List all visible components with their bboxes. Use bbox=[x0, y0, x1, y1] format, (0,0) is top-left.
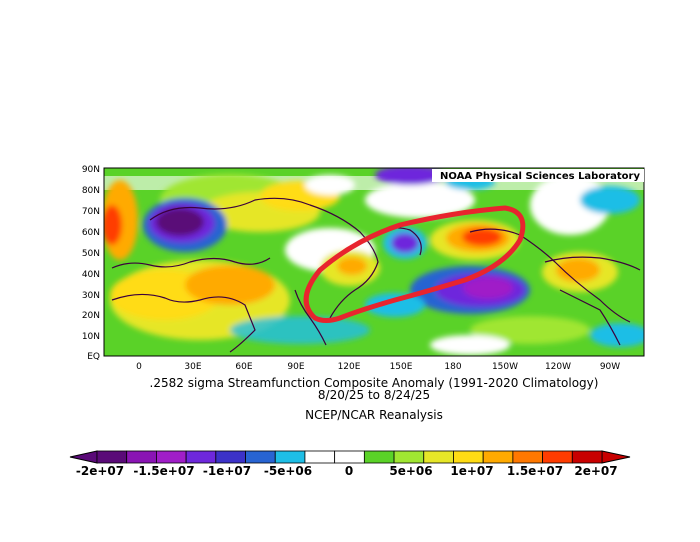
lon-label: 120E bbox=[338, 362, 361, 372]
colorbar-swatch bbox=[363, 450, 395, 464]
lat-label: 30N bbox=[82, 291, 100, 301]
lat-label: 40N bbox=[82, 270, 100, 280]
colorbar-swatch bbox=[156, 450, 187, 464]
lon-label: 60E bbox=[235, 362, 252, 372]
annotation-circle bbox=[303, 205, 526, 323]
map-panel: NOAA Physical Sciences Laboratory bbox=[103, 167, 645, 357]
colorbar-label: 1.5e+07 bbox=[507, 464, 563, 478]
lat-label: EQ bbox=[87, 352, 100, 362]
colorbar-swatch bbox=[245, 450, 276, 464]
lat-label: 90N bbox=[82, 165, 100, 175]
colorbar-label: 1e+07 bbox=[450, 464, 493, 478]
lat-label: 10N bbox=[82, 332, 100, 342]
lon-label: 150E bbox=[390, 362, 413, 372]
map-frame bbox=[103, 167, 645, 357]
colorbar: -2e+07 -1.5e+07 -1e+07 -5e+06 0 5e+06 1e+07 1.5… bbox=[69, 450, 631, 478]
colorbar-swatch bbox=[453, 450, 484, 464]
lon-label: 90W bbox=[600, 362, 620, 372]
colorbar-swatch bbox=[482, 450, 514, 464]
colorbar-label: -1.5e+07 bbox=[133, 464, 194, 478]
lon-label: 90E bbox=[287, 362, 304, 372]
colorbar-swatch bbox=[571, 450, 603, 464]
colorbar-swatch bbox=[542, 450, 573, 464]
colorbar-swatch bbox=[393, 450, 425, 464]
colorbar-label: -2e+07 bbox=[76, 464, 124, 478]
lon-label: 150W bbox=[492, 362, 518, 372]
lat-label: 50N bbox=[82, 249, 100, 259]
caption-title: .2582 sigma Streamfunction Composite Ano… bbox=[150, 376, 599, 390]
colorbar-label: -5e+06 bbox=[264, 464, 312, 478]
caption-dates: 8/20/25 to 8/24/25 bbox=[318, 388, 430, 402]
colorbar-swatch bbox=[423, 450, 454, 464]
colorbar-swatch bbox=[304, 450, 336, 464]
colorbar-swatch bbox=[126, 450, 157, 464]
colorbar-label: 5e+06 bbox=[389, 464, 432, 478]
colorbar-swatch bbox=[274, 450, 306, 464]
lon-label: 0 bbox=[136, 362, 142, 372]
credit-banner bbox=[432, 169, 644, 182]
latitude-axis: 90N 80N 70N 60N 50N 40N 30N 20N 10N EQ bbox=[82, 165, 100, 362]
lat-label: 20N bbox=[82, 311, 100, 321]
colorbar-right-arrow bbox=[601, 450, 631, 464]
colorbar-label: -1e+07 bbox=[203, 464, 251, 478]
credit-text: NOAA Physical Sciences Laboratory bbox=[440, 171, 641, 182]
colorbar-label: 0 bbox=[345, 464, 353, 478]
lat-label: 70N bbox=[82, 207, 100, 217]
colorbar-left-arrow bbox=[69, 450, 98, 464]
caption: .2582 sigma Streamfunction Composite Ano… bbox=[150, 376, 599, 422]
lat-label: 60N bbox=[82, 228, 100, 238]
lon-label: 120W bbox=[545, 362, 571, 372]
anomaly-field bbox=[104, 168, 644, 356]
lat-label: 80N bbox=[82, 186, 100, 196]
colorbar-swatch bbox=[334, 450, 365, 464]
colorbar-label: 2e+07 bbox=[574, 464, 617, 478]
colorbar-swatch bbox=[512, 450, 543, 464]
lon-label: 180 bbox=[444, 362, 461, 372]
caption-source: NCEP/NCAR Reanalysis bbox=[305, 408, 443, 422]
colorbar-swatch bbox=[185, 450, 217, 464]
colorbar-swatch bbox=[215, 450, 246, 464]
colorbar-swatch bbox=[96, 450, 128, 464]
coastlines bbox=[111, 197, 641, 353]
longitude-axis: 0 30E 60E 90E 120E 150E 180 150W 120W 90… bbox=[136, 362, 620, 372]
lon-label: 30E bbox=[184, 362, 201, 372]
